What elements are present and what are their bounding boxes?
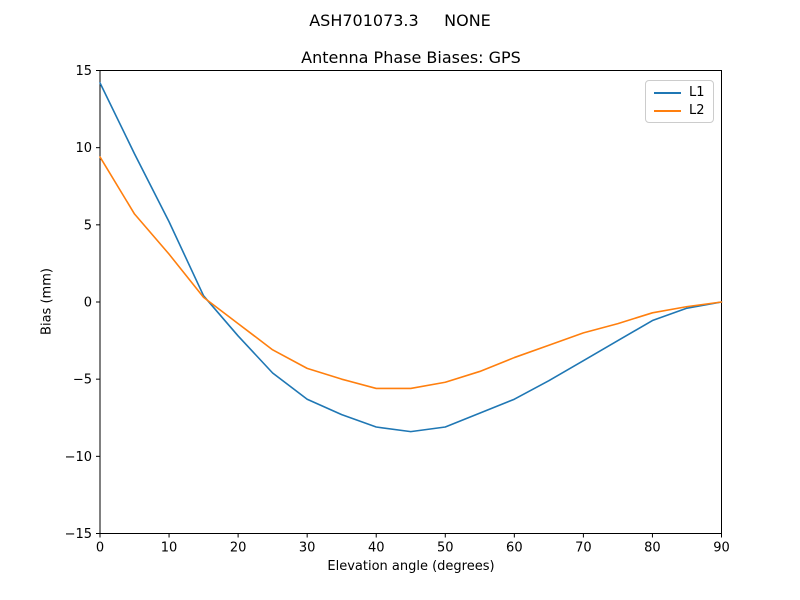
chart-title: Antenna Phase Biases: GPS	[301, 48, 521, 67]
svg-text:−15: −15	[65, 527, 92, 542]
legend-entry-l2: L2	[646, 103, 713, 118]
legend-label-l2: L2	[689, 103, 705, 118]
svg-text:10: 10	[75, 141, 92, 156]
svg-text:70: 70	[575, 541, 592, 556]
legend-entry-l1: L1	[646, 85, 713, 100]
svg-text:0: 0	[96, 541, 104, 556]
svg-text:40: 40	[368, 541, 385, 556]
svg-text:−5: −5	[73, 373, 92, 388]
legend-box: L1 L2	[645, 80, 714, 123]
svg-text:15: 15	[75, 64, 92, 79]
svg-text:60: 60	[506, 541, 523, 556]
svg-text:−10: −10	[65, 450, 92, 465]
svg-text:20: 20	[230, 541, 247, 556]
svg-text:30: 30	[299, 541, 316, 556]
svg-text:80: 80	[644, 541, 661, 556]
legend-label-l1: L1	[689, 85, 705, 100]
legend-line-l1	[654, 91, 681, 94]
svg-text:90: 90	[713, 541, 730, 556]
svg-text:0: 0	[84, 296, 92, 311]
svg-text:50: 50	[437, 541, 454, 556]
svg-text:5: 5	[84, 218, 92, 233]
x-axis-label: Elevation angle (degrees)	[327, 559, 495, 574]
figure-suptitle: ASH701073.3 NONE	[309, 11, 491, 30]
legend-line-l2	[654, 109, 681, 112]
svg-text:10: 10	[161, 541, 178, 556]
